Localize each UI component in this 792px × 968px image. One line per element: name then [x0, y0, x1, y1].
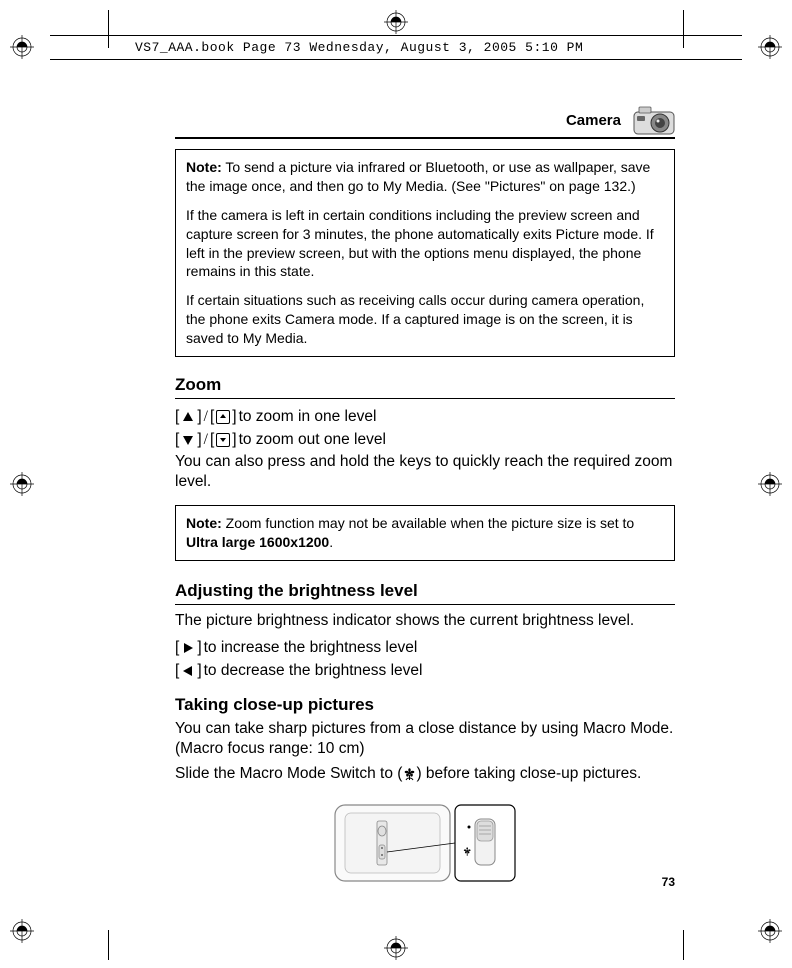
brightness-body: The picture brightness indicator shows t… — [175, 611, 675, 632]
closeup-body1: You can take sharp pictures from a close… — [175, 719, 675, 761]
macro-flower-icon — [402, 767, 416, 781]
left-triangle-icon — [181, 664, 195, 678]
closeup-body2a: Slide the Macro Mode Switch to ( — [175, 765, 402, 782]
camera-icon — [633, 105, 675, 135]
zoom-in-line: [ ] / [ ] to zoom in one level — [175, 405, 675, 428]
note1-p2: If the camera is left in certain conditi… — [186, 206, 664, 282]
closeup-body2b: ) before taking close-up pictures. — [416, 765, 641, 782]
side-up-icon — [216, 410, 230, 424]
page-content: Camera Note: To send a picture via infra… — [175, 105, 675, 889]
note1-p1-text: To send a picture via infrared or Blueto… — [186, 159, 650, 194]
zoom-body: You can also press and hold the keys to … — [175, 452, 675, 494]
brightness-dec-text: to decrease the brightness level — [204, 659, 423, 682]
brightness-inc-line: [ ] to increase the brightness level — [175, 636, 675, 659]
crop-mark-icon — [10, 919, 34, 943]
note-label: Note: — [186, 159, 222, 175]
zoom-heading: Zoom — [175, 375, 675, 399]
up-triangle-icon — [181, 410, 195, 424]
crop-mark-icon — [758, 919, 782, 943]
crop-mark-icon — [758, 35, 782, 59]
closeup-body2: Slide the Macro Mode Switch to ( ) before… — [175, 764, 675, 785]
right-triangle-icon — [181, 641, 195, 655]
zoom-in-text: to zoom in one level — [239, 405, 377, 428]
page-number: 73 — [662, 875, 675, 889]
crop-line — [683, 930, 684, 960]
note1-p1: Note: To send a picture via infrared or … — [186, 158, 664, 196]
brightness-heading: Adjusting the brightness level — [175, 581, 675, 605]
crop-mark-icon — [384, 10, 408, 34]
crop-mark-icon — [384, 936, 408, 960]
section-title: Camera — [566, 112, 621, 129]
note2-bold: Ultra large 1600x1200 — [186, 534, 329, 550]
note-box-1: Note: To send a picture via infrared or … — [175, 149, 675, 357]
closeup-heading: Taking close-up pictures — [175, 695, 675, 715]
note-label: Note: — [186, 515, 222, 531]
zoom-out-text: to zoom out one level — [239, 428, 386, 451]
crop-mark-icon — [10, 472, 34, 496]
note2-p: Note: Zoom function may not be available… — [186, 514, 664, 552]
page-header-info: VS7_AAA.book Page 73 Wednesday, August 3… — [50, 35, 742, 60]
device-illustration — [175, 797, 675, 889]
zoom-out-line: [ ] / [ ] to zoom out one level — [175, 428, 675, 451]
down-triangle-icon — [181, 433, 195, 447]
note2-text: Zoom function may not be available when … — [222, 515, 634, 531]
section-header: Camera — [175, 105, 675, 139]
side-down-icon — [216, 433, 230, 447]
crop-mark-icon — [10, 35, 34, 59]
note-box-2: Note: Zoom function may not be available… — [175, 505, 675, 561]
brightness-inc-text: to increase the brightness level — [204, 636, 418, 659]
crop-line — [108, 930, 109, 960]
note2-end: . — [329, 534, 333, 550]
crop-mark-icon — [758, 472, 782, 496]
brightness-dec-line: [ ] to decrease the brightness level — [175, 659, 675, 682]
header-text: VS7_AAA.book Page 73 Wednesday, August 3… — [135, 40, 583, 55]
note1-p3: If certain situations such as receiving … — [186, 291, 664, 348]
